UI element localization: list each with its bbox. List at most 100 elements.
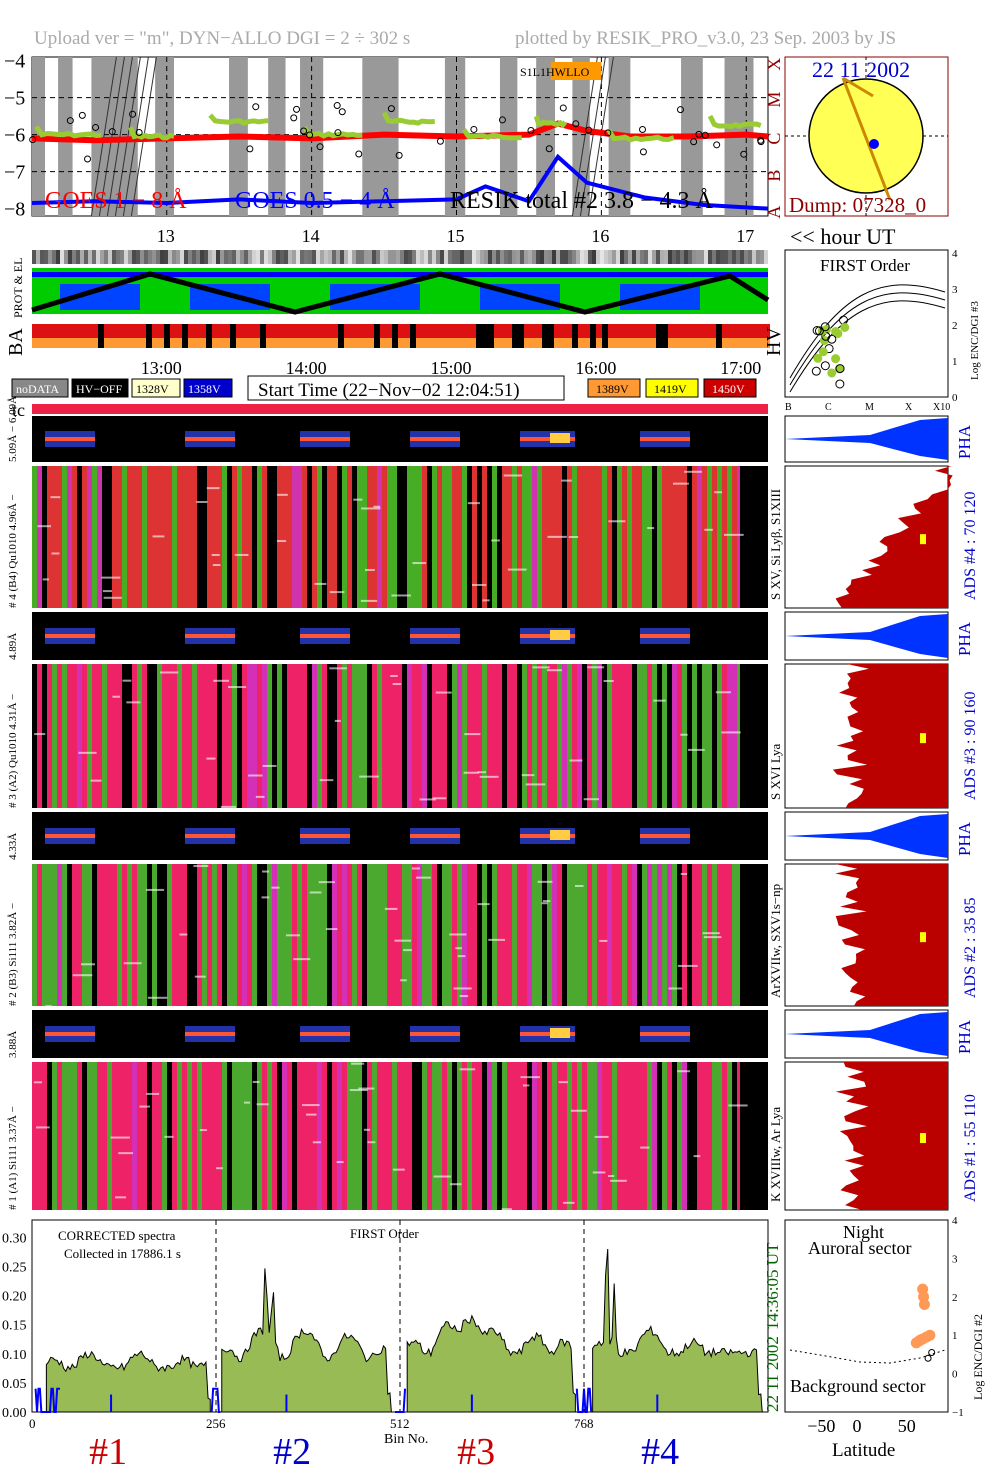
spectrogram-column — [197, 466, 202, 608]
spectrogram-column — [657, 864, 662, 1006]
ba-cell — [458, 338, 464, 348]
ba-cell — [146, 338, 152, 348]
ba-cell — [206, 338, 212, 348]
ba-cell — [308, 338, 314, 348]
resik-point — [78, 111, 86, 119]
pha-wavelength-label: 5.09Å − 6.09Å — [7, 396, 19, 462]
ba-cell — [230, 338, 236, 348]
line-profile — [835, 864, 948, 1006]
ba-cell — [548, 324, 554, 338]
ba-cell — [362, 338, 368, 348]
prot-el-cell — [708, 250, 712, 264]
spectrogram-blank — [740, 864, 768, 1006]
prot-el-cell — [116, 250, 120, 264]
pha-line — [640, 834, 690, 838]
spectrogram-noise — [715, 691, 731, 694]
night-label: Night — [843, 1222, 884, 1242]
spectrogram-column — [737, 864, 742, 1006]
ba-cell — [650, 338, 656, 348]
prot-el-cell — [488, 250, 492, 264]
spectrogram-column — [247, 1062, 252, 1210]
spectrogram-column — [667, 664, 672, 808]
spectrogram-noise — [256, 1103, 269, 1106]
spectrogram-noise — [680, 733, 688, 736]
spectrogram-column — [662, 864, 667, 1006]
spectrogram-column — [257, 864, 262, 1006]
spectrogram-noise — [234, 553, 249, 556]
spectrogram-noise — [33, 1081, 43, 1084]
spectrogram-noise — [688, 748, 705, 751]
prot-el-cell — [192, 250, 196, 264]
spectrogram-noise — [390, 674, 398, 677]
spectrogram-noise — [449, 933, 467, 936]
ba-cell — [314, 338, 320, 348]
spectrogram-noise — [392, 1168, 405, 1171]
spectrum-ytick: 0.30 — [2, 1231, 27, 1246]
resik-point — [316, 143, 324, 151]
prot-el-cell — [728, 250, 732, 264]
ba-cell — [398, 338, 404, 348]
channel-number-label: #4 — [641, 1431, 679, 1473]
ba-cell — [710, 324, 716, 338]
spectrogram-noise — [491, 539, 500, 542]
ba-cell — [200, 324, 206, 338]
spectrogram-column — [687, 864, 692, 1006]
spectrogram-column — [62, 664, 67, 808]
ba-cell — [620, 338, 626, 348]
spectrogram-label: # 3 (A2) Qu1010 4.31Å − — [7, 694, 19, 808]
spectrogram-column — [727, 664, 732, 808]
prot-el-cell — [224, 250, 228, 264]
legend-label: HV−OFF — [76, 382, 122, 396]
ba-cell — [644, 338, 650, 348]
ba-cell — [254, 338, 260, 348]
spectrogram-noise — [569, 759, 583, 762]
resik-point — [701, 131, 709, 139]
prot-el-cell — [528, 250, 532, 264]
prot-el-cell — [348, 250, 352, 264]
spectrogram-noise — [599, 939, 608, 942]
spectrogram-column — [47, 864, 52, 1006]
resik-point — [639, 148, 647, 156]
ba-cell — [764, 338, 770, 348]
prot-el-cell — [440, 250, 444, 264]
spectrogram-column — [707, 466, 712, 608]
prot-el-cell — [184, 250, 188, 264]
spectrogram-column — [527, 864, 532, 1006]
spectrogram-column — [162, 864, 167, 1006]
spectrogram-column — [432, 466, 437, 608]
spectrogram-noise — [457, 955, 466, 958]
spectrogram-column — [152, 864, 157, 1006]
spectrogram-column — [652, 466, 657, 608]
spectrogram-column — [272, 664, 277, 808]
spectrum-ytick: 0.25 — [2, 1261, 27, 1276]
legend-swatch — [645, 378, 699, 398]
ba-cell — [296, 324, 302, 338]
spectrogram-noise — [558, 1081, 568, 1084]
ba-cell — [632, 338, 638, 348]
line-profile — [835, 1062, 948, 1210]
resik-point — [334, 129, 342, 137]
spectrogram-column — [222, 466, 227, 608]
first-order-point — [831, 326, 841, 336]
tc-bar — [32, 404, 768, 414]
ba-cell — [536, 338, 542, 348]
spectrogram-column — [667, 864, 672, 1006]
spectrogram-noise — [488, 938, 506, 941]
spectrogram-noise — [123, 962, 142, 965]
spectrogram-noise — [677, 1070, 691, 1073]
spectrogram-column — [442, 864, 447, 1006]
ba-cell — [656, 324, 662, 338]
ba-cell — [32, 324, 38, 338]
spectrogram-column — [717, 1062, 722, 1210]
prot-el-cell — [724, 250, 728, 264]
ba-cell — [86, 338, 92, 348]
prot-el-cell — [532, 250, 536, 264]
pha-line — [520, 834, 575, 838]
prot-el-cell — [244, 250, 248, 264]
ba-cell — [374, 338, 380, 348]
spectrogram-column — [277, 1062, 282, 1210]
spectrogram-column — [622, 864, 627, 1006]
spectrogram-column — [732, 1062, 737, 1210]
spectrogram-column — [727, 466, 732, 608]
